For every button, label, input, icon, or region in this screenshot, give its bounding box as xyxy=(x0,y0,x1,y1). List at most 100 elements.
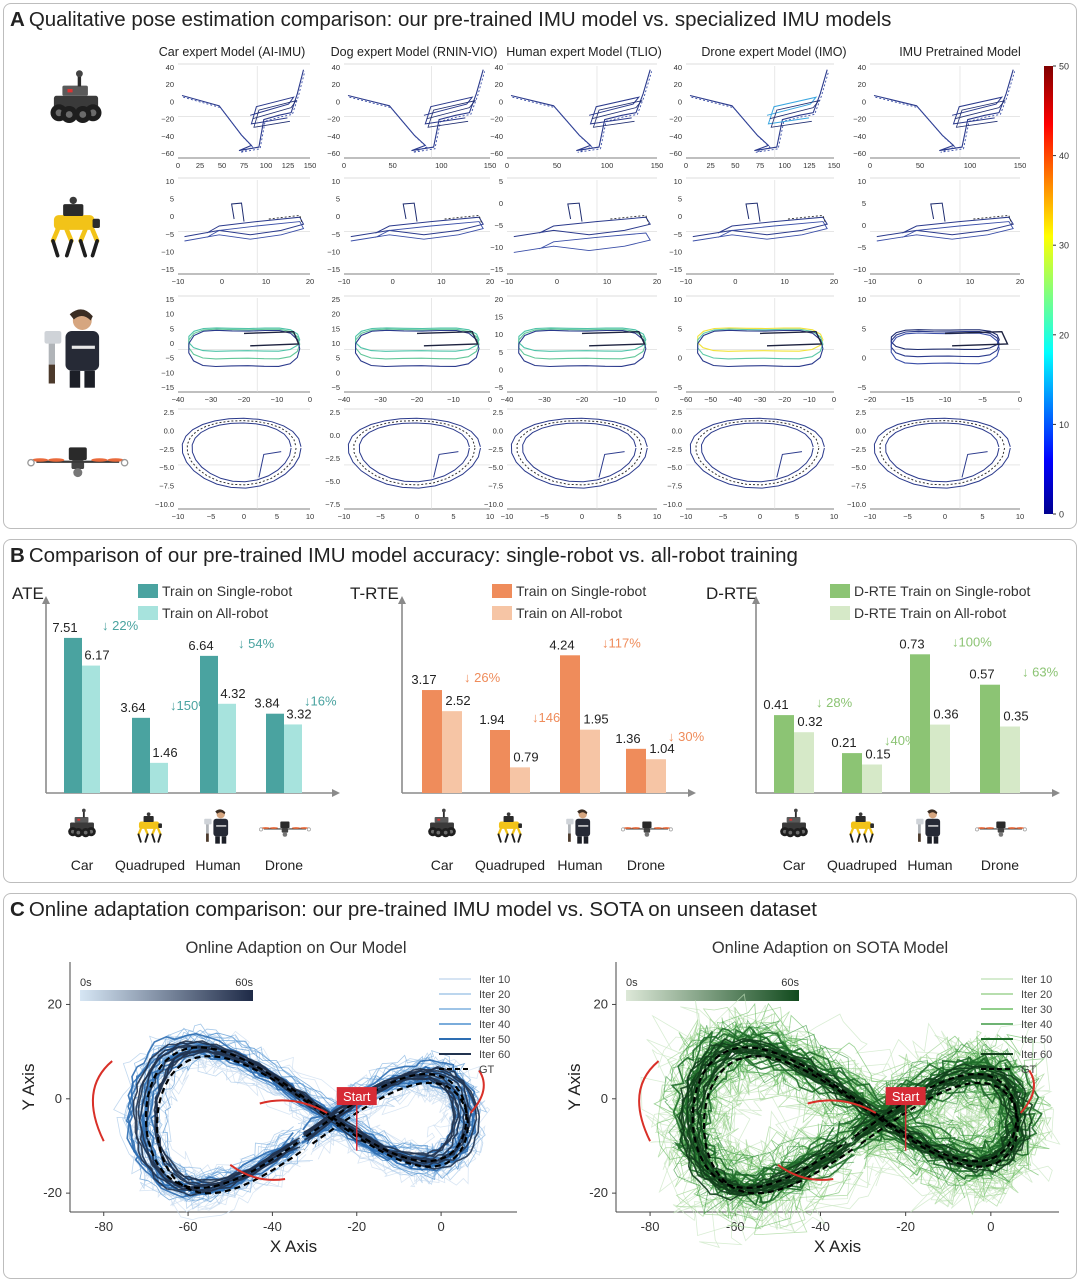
y-tick-label: −5 xyxy=(857,383,866,392)
category-label: Quadruped xyxy=(827,857,897,873)
trajectory-line xyxy=(691,71,830,153)
improvement-label: ↓16% xyxy=(304,694,337,709)
x-tick-label: -60 xyxy=(179,1219,198,1234)
trajectory-line xyxy=(258,451,282,478)
y-tick-label: 2.5 xyxy=(330,408,340,417)
trajectory-line xyxy=(668,1055,1015,1215)
y-tick-label: 20 xyxy=(332,80,340,89)
trajectory-line xyxy=(700,1046,1031,1189)
trajectory-line xyxy=(695,1048,1019,1193)
trajectory-line xyxy=(598,451,625,478)
panel-c-title: C Online adaptation comparison: our pre-t… xyxy=(10,898,817,921)
x-tick-label: −10 xyxy=(864,512,877,521)
y-tick-label: −15 xyxy=(327,265,340,274)
trajectory-line xyxy=(697,1045,1018,1190)
bar xyxy=(626,748,646,793)
x-tick-label: −10 xyxy=(338,512,351,521)
y-axis-arrow xyxy=(42,596,50,604)
trajectory-line xyxy=(930,202,946,222)
trajectory-line xyxy=(132,1040,478,1192)
trajectory-plot-drone-4: −10 −5 0 5 10 2.5 0.0 −2.5 −5.0 −7.5 −10.0 xyxy=(663,408,838,521)
y-tick-label: 5 xyxy=(499,348,503,357)
x-tick-label: 150 xyxy=(828,161,841,170)
bar xyxy=(842,753,862,793)
trajectory-line xyxy=(184,221,305,242)
trajectory-line xyxy=(951,96,1004,125)
y-axis-arrow xyxy=(398,596,406,604)
start-badge xyxy=(336,1087,377,1106)
trajectory-plot-human-1: −40 −30 −20 −10 0 15 10 5 0 −5 −10 −15 xyxy=(161,295,312,404)
y-tick-label: 0 xyxy=(862,97,866,106)
x-tick-label: 50 xyxy=(916,161,924,170)
x-tick-label: −50 xyxy=(704,395,717,404)
y-tick-label: −2.5 xyxy=(325,454,340,463)
trajectory-line xyxy=(153,1046,460,1184)
bar xyxy=(646,759,666,793)
ground-truth-line xyxy=(155,1055,469,1195)
y-tick-label: 5 xyxy=(862,324,866,333)
y-tick-label: −10 xyxy=(327,247,340,256)
y-tick-label: 2.5 xyxy=(856,408,866,417)
x-tick-label: −10 xyxy=(172,512,185,521)
start-label: Start xyxy=(892,1089,920,1104)
x-tick-label: 10 xyxy=(262,277,270,286)
bar-value-label: 0.36 xyxy=(933,707,958,722)
y-tick-label: −10.0 xyxy=(155,500,174,509)
bar xyxy=(560,655,580,793)
human-rig-icon xyxy=(566,809,591,844)
x-tick-label: 10 xyxy=(830,512,838,521)
y-tick-label: −2.5 xyxy=(488,445,503,454)
bar-value-label: 3.64 xyxy=(120,700,145,715)
category-label: Human xyxy=(195,857,240,873)
trajectory-line xyxy=(186,420,297,486)
panel-b: B Comparison of our pre-trained IMU model… xyxy=(3,539,1077,883)
bar-value-label: 2.52 xyxy=(445,693,470,708)
y-tick-label: −5.0 xyxy=(851,463,866,472)
legend-label: Train on Single-robot xyxy=(516,583,646,599)
x-tick-label: 50 xyxy=(553,161,561,170)
trajectory-line xyxy=(145,1050,466,1193)
y-tick-label: 10 xyxy=(674,295,682,304)
y-tick-label: 5 xyxy=(170,195,174,204)
trajectory-line xyxy=(184,216,305,238)
x-tick-label: 100 xyxy=(601,161,614,170)
trajectory-line xyxy=(268,214,303,225)
y-tick-label: 2.5 xyxy=(672,408,682,417)
legend-label: Iter 50 xyxy=(479,1034,510,1046)
legend-label: Iter 40 xyxy=(479,1019,510,1031)
trajectory-line xyxy=(231,202,245,222)
legend-label: Iter 10 xyxy=(479,974,510,986)
x-tick-label: −20 xyxy=(576,395,589,404)
y-tick-label: −7.5 xyxy=(325,500,340,509)
y-tick-label: −60 xyxy=(853,149,866,158)
trajectory-line xyxy=(875,71,1016,153)
x-tick-label: 0 xyxy=(555,277,559,286)
trajectory-line xyxy=(513,232,651,253)
x-tick-label: 20 xyxy=(830,277,838,286)
improvement-label: ↓117% xyxy=(602,635,641,650)
bar xyxy=(218,703,236,793)
trajectory-plot-car-5: 0 50 100 150 40 20 0 −20 −40 −60 xyxy=(853,63,1026,170)
trajectory-line xyxy=(250,96,295,125)
y-tick-label: −5 xyxy=(165,354,174,363)
x-tick-label: −10 xyxy=(939,395,952,404)
y-tick-label: -20 xyxy=(589,1185,608,1200)
x-tick-label: 5 xyxy=(275,512,279,521)
legend-label: D-RTE Train on Single-robot xyxy=(854,583,1030,599)
bar xyxy=(774,715,794,793)
x-tick-label: −10 xyxy=(172,277,185,286)
y-tick-label: −5 xyxy=(331,383,340,392)
bar-value-label: 6.17 xyxy=(84,648,109,663)
x-tick-label: −5 xyxy=(207,512,216,521)
x-tick-label: 75 xyxy=(240,161,248,170)
trajectory-line xyxy=(252,100,298,128)
ground-truth-line xyxy=(144,1046,468,1190)
bar xyxy=(266,713,284,793)
bar-chart-trte: T-RTE Train on Single-robot Train on All-r… xyxy=(350,583,705,873)
y-tick-label: 20 xyxy=(48,996,62,1011)
bar xyxy=(580,729,600,793)
panel-b-title: B Comparison of our pre-trained IMU model… xyxy=(10,544,798,567)
y-tick-label: 0 xyxy=(601,1091,608,1106)
chart-title: T-RTE xyxy=(350,584,399,603)
trajectory-line xyxy=(745,202,761,222)
